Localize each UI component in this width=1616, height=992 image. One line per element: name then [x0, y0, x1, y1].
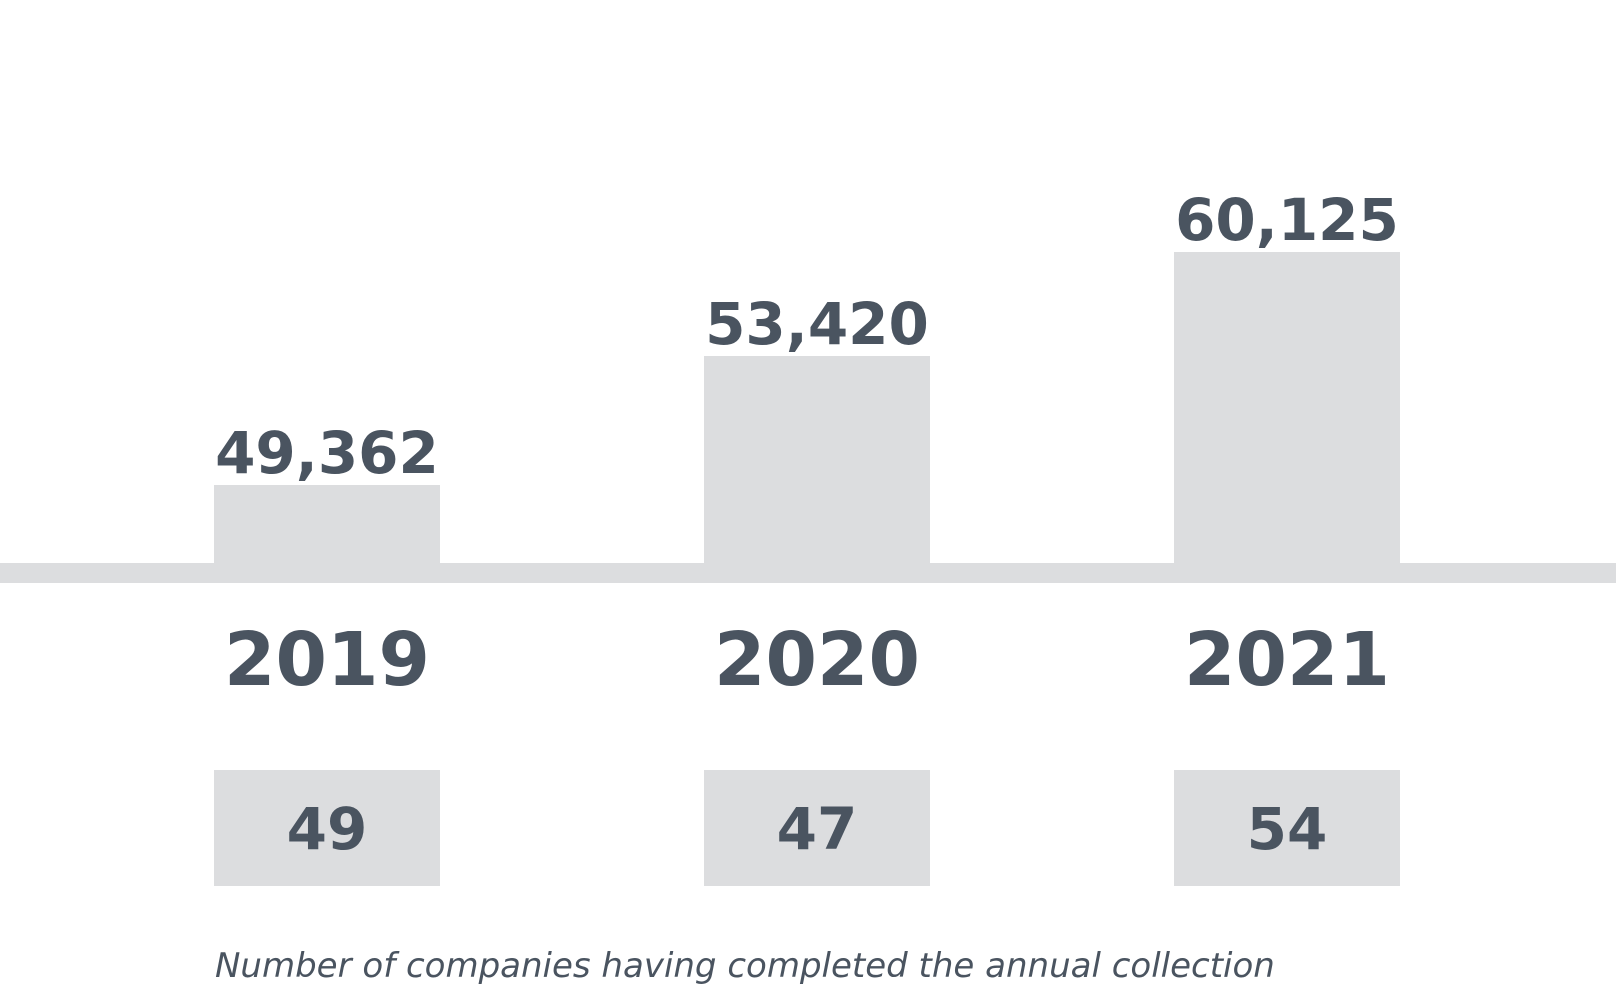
chart-baseline [0, 563, 1616, 583]
count-box-2021 [1174, 770, 1400, 886]
value-label-2020: 53,420 [705, 290, 929, 358]
value-label-2019: 49,362 [215, 419, 439, 487]
count-box-2020 [704, 770, 930, 886]
category-label-2019: 2019 [224, 617, 430, 703]
bar-2021 [1174, 252, 1400, 564]
bar-2019 [214, 485, 440, 564]
labels-layer: 49,362 2019 53,420 2020 60,125 2021 [215, 186, 1399, 703]
count-label-2019: 49 [287, 795, 368, 863]
count-label-2021: 54 [1247, 795, 1328, 863]
bar-2020 [704, 356, 930, 564]
category-label-2020: 2020 [714, 617, 920, 703]
chart-caption: Number of companies having completed the… [215, 946, 1275, 986]
category-label-2021: 2021 [1184, 617, 1390, 703]
bars-layer [214, 252, 1400, 564]
counts-layer: 49 47 54 [214, 770, 1400, 886]
count-box-2019 [214, 770, 440, 886]
value-label-2021: 60,125 [1175, 186, 1399, 254]
count-label-2020: 47 [777, 795, 858, 863]
